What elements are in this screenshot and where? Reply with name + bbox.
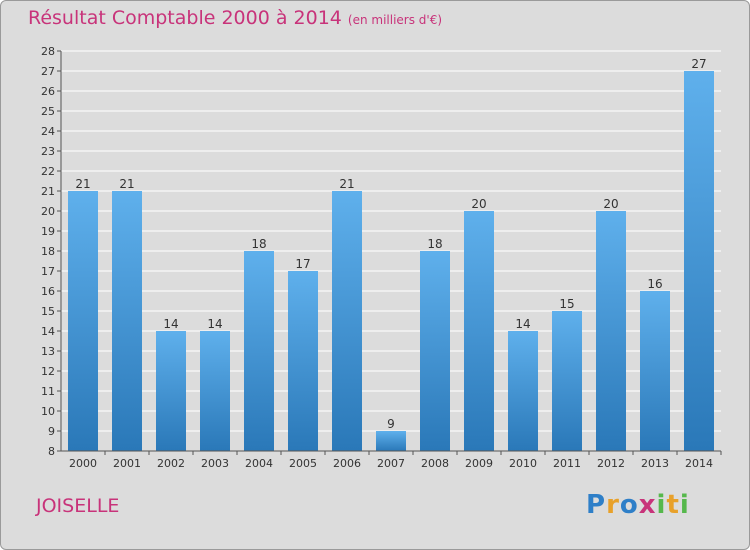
x-tick-label-2001: 2001 xyxy=(113,457,141,470)
value-label-2014: 27 xyxy=(691,57,706,71)
bar-2014 xyxy=(684,71,714,451)
bar-2008 xyxy=(420,251,450,451)
x-tick-label-2003: 2003 xyxy=(201,457,229,470)
value-label-2004: 18 xyxy=(251,237,266,251)
x-tick-label-2014: 2014 xyxy=(685,457,713,470)
bar-2003 xyxy=(200,331,230,451)
bar-2009 xyxy=(464,211,494,451)
y-tick-label: 14 xyxy=(41,325,55,338)
y-tick-label: 21 xyxy=(41,185,55,198)
logo-letter: o xyxy=(619,490,639,520)
y-tick-label: 19 xyxy=(41,225,55,238)
chart-subtitle: (en milliers d'€) xyxy=(347,13,443,27)
bar-2007 xyxy=(376,431,406,451)
x-tick-label-2011: 2011 xyxy=(553,457,581,470)
value-label-2005: 17 xyxy=(295,257,310,271)
proxiti-logo: Proxiti xyxy=(586,490,690,520)
x-tick-label-2007: 2007 xyxy=(377,457,405,470)
y-tick-label: 18 xyxy=(41,245,55,258)
value-label-2008: 18 xyxy=(427,237,442,251)
bar-2005 xyxy=(288,271,318,451)
value-label-2003: 14 xyxy=(207,317,222,331)
logo-letter: i xyxy=(656,490,667,520)
x-tick-label-2013: 2013 xyxy=(641,457,669,470)
bar-2011 xyxy=(552,311,582,451)
logo-letter: t xyxy=(666,490,680,520)
value-label-2000: 21 xyxy=(75,177,90,191)
y-tick-label: 26 xyxy=(41,85,55,98)
bar-2013 xyxy=(640,291,670,451)
x-tick-label-2008: 2008 xyxy=(421,457,449,470)
bar-2004 xyxy=(244,251,274,451)
y-tick-label: 23 xyxy=(41,145,55,158)
y-tick-label: 11 xyxy=(41,385,55,398)
x-tick-label-2004: 2004 xyxy=(245,457,273,470)
y-tick-label: 25 xyxy=(41,105,55,118)
logo-letter: x xyxy=(638,490,657,520)
bar-2006 xyxy=(332,191,362,451)
chart-title: Résultat Comptable 2000 à 2014 (en millie… xyxy=(28,7,442,29)
y-tick-label: 12 xyxy=(41,365,55,378)
y-tick-label: 22 xyxy=(41,165,55,178)
y-tick-label: 13 xyxy=(41,345,55,358)
value-label-2002: 14 xyxy=(163,317,178,331)
value-label-2010: 14 xyxy=(515,317,530,331)
value-label-2012: 20 xyxy=(603,197,618,211)
y-tick-label: 28 xyxy=(41,45,55,58)
value-label-2001: 21 xyxy=(119,177,134,191)
bar-2012 xyxy=(596,211,626,451)
x-tick-label-2006: 2006 xyxy=(333,457,361,470)
y-tick-label: 9 xyxy=(48,425,55,438)
y-tick-label: 10 xyxy=(41,405,55,418)
chart-title-text: Résultat Comptable 2000 à 2014 xyxy=(28,7,342,29)
value-label-2007: 9 xyxy=(387,417,395,431)
y-tick-label: 15 xyxy=(41,305,55,318)
x-tick-label-2009: 2009 xyxy=(465,457,493,470)
value-label-2013: 16 xyxy=(647,277,662,291)
value-label-2006: 21 xyxy=(339,177,354,191)
x-tick-label-2002: 2002 xyxy=(157,457,185,470)
bar-2010 xyxy=(508,331,538,451)
x-tick-label-2000: 2000 xyxy=(69,457,97,470)
y-tick-label: 17 xyxy=(41,265,55,278)
x-tick-label-2005: 2005 xyxy=(289,457,317,470)
logo-letter: r xyxy=(606,490,620,520)
bar-2001 xyxy=(112,191,142,451)
value-label-2011: 15 xyxy=(559,297,574,311)
logo-letter: P xyxy=(586,490,607,520)
y-tick-label: 20 xyxy=(41,205,55,218)
logo-letter: i xyxy=(679,490,690,520)
y-tick-label: 8 xyxy=(48,445,55,458)
y-tick-label: 16 xyxy=(41,285,55,298)
x-tick-label-2010: 2010 xyxy=(509,457,537,470)
commune-name: JOISELLE xyxy=(36,495,120,517)
y-tick-label: 27 xyxy=(41,65,55,78)
bar-2000 xyxy=(68,191,98,451)
bar-2002 xyxy=(156,331,186,451)
value-label-2009: 20 xyxy=(471,197,486,211)
y-tick-label: 24 xyxy=(41,125,55,138)
x-tick-label-2012: 2012 xyxy=(597,457,625,470)
